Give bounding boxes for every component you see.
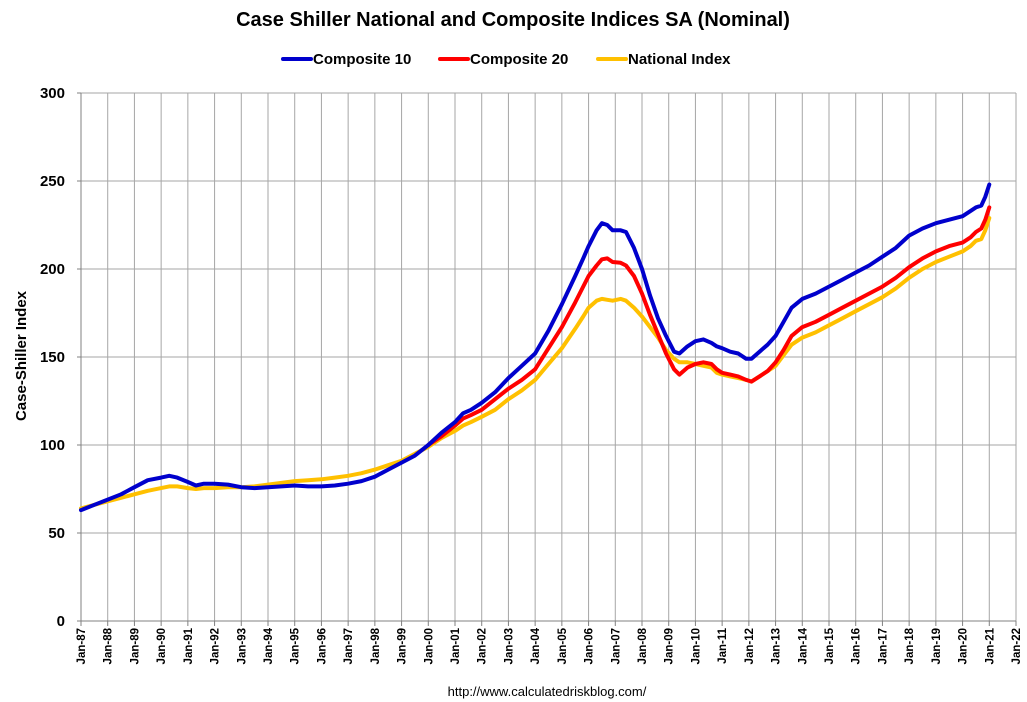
y-tick-label: 150 [40,349,65,366]
series-line-composite-20 [426,205,992,447]
x-tick-label: Jan-00 [423,628,435,664]
y-tick-label: 200 [40,261,65,278]
y-tick-label: 100 [40,437,65,454]
x-tick-label: Jan-16 [851,628,863,664]
x-tick-label: Jan-07 [610,628,622,664]
x-tick-label: Jan-01 [450,627,462,664]
x-tick-label: Jan-02 [477,628,489,664]
x-tick-label: Jan-20 [958,628,970,664]
x-tick-label: Jan-06 [584,628,596,664]
x-tick-label: Jan-98 [370,627,382,664]
grid [81,92,1017,621]
legend-label: National Index [628,51,731,68]
x-tick-label: Jan-97 [343,628,355,664]
x-tick-label: Jan-05 [557,627,569,664]
x-tick-label: Jan-92 [210,628,222,664]
x-tick-label: Jan-11 [717,627,729,663]
x-tick-label: Jan-90 [156,628,168,664]
x-tick-label: Jan-89 [129,628,141,664]
y-tick-label: 300 [40,85,65,102]
x-tick-label: Jan-19 [931,628,943,664]
source-url: http://www.calculatedriskblog.com/ [448,684,647,699]
x-tick-label: Jan-09 [664,628,676,664]
x-tick-label: Jan-87 [76,628,88,664]
x-tick-label: Jan-96 [316,628,328,664]
y-tick-label: 0 [57,613,65,630]
series-line-composite-10 [79,182,992,513]
legend-label: Composite 10 [313,51,411,68]
axes [77,92,1017,626]
x-tick-labels: Jan-87 Jan-88 Jan-89 Jan-90 Jan-91 Jan-92 Jan-… [76,627,1023,664]
x-tick-label: Jan-10 [690,628,702,664]
x-tick-label: Jan-99 [397,628,409,664]
x-tick-label: Jan-18 [904,627,916,664]
y-axis-label: Case-Shiller Index [13,290,30,421]
x-tick-label: Jan-14 [797,627,809,664]
y-tick-label: 250 [40,173,65,190]
x-tick-label: Jan-08 [637,627,649,664]
x-tick-label: Jan-21 [984,627,996,664]
x-tick-label: Jan-04 [530,627,542,664]
y-tick-labels: 0 50 100 150 200 250 300 [40,85,65,630]
legend-label: Composite 20 [470,51,568,68]
x-tick-label: Jan-03 [503,628,515,664]
chart-title: Case Shiller National and Composite Indi… [236,9,790,31]
x-tick-label: Jan-93 [236,628,248,664]
y-tick-label: 50 [48,525,65,542]
x-tick-label: Jan-95 [290,627,302,664]
x-tick-label: Jan-91 [183,627,195,664]
x-tick-label: Jan-88 [103,627,115,664]
x-tick-label: Jan-94 [263,627,275,664]
legend: Composite 10 Composite 20 National Index [281,51,731,68]
x-tick-label: Jan-15 [824,627,836,664]
x-tick-label: Jan-22 [1011,628,1023,664]
x-tick-label: Jan-13 [771,628,783,664]
series-group [79,182,992,513]
x-tick-label: Jan-12 [744,628,756,664]
x-tick-label: Jan-17 [877,628,889,664]
